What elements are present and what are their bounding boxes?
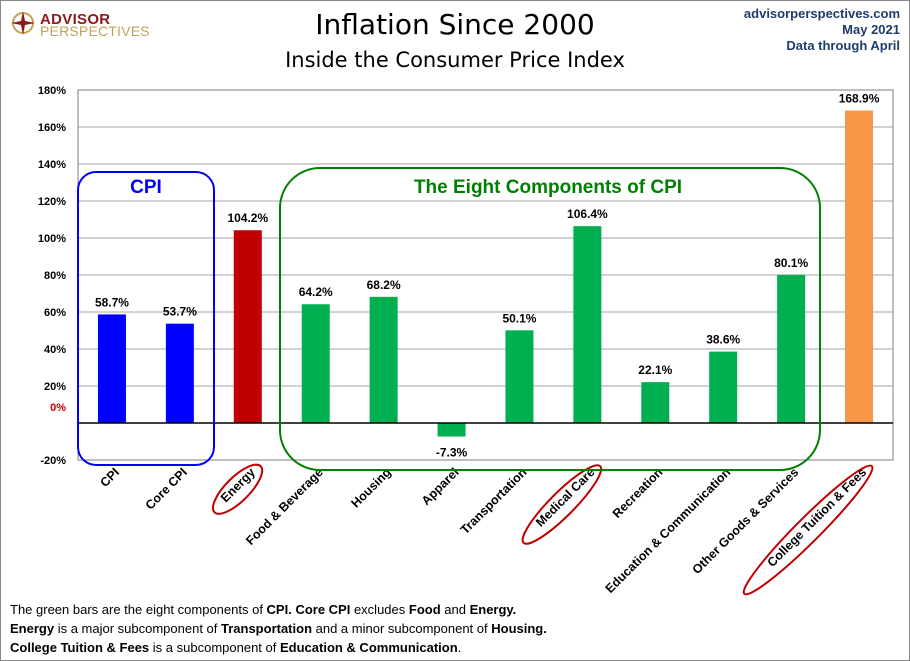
bar-college-tuition-fees bbox=[845, 110, 874, 423]
footnote-segment: . bbox=[457, 640, 462, 655]
y-tick-label: 20% bbox=[44, 381, 66, 393]
x-tick-label: Transportation bbox=[458, 465, 530, 537]
cpi-group-box bbox=[77, 171, 215, 466]
x-tick-label: Apparel bbox=[419, 465, 462, 508]
footnote-segment: Energy. bbox=[469, 602, 517, 617]
y-tick-label: 120% bbox=[38, 196, 66, 208]
bar-transportation bbox=[505, 330, 534, 423]
y-tick-label: 180% bbox=[38, 85, 66, 97]
bar-recreation bbox=[641, 382, 670, 423]
footnote-segment: Energy bbox=[10, 621, 55, 636]
bar-housing bbox=[369, 296, 398, 423]
publish-date: May 2021 bbox=[842, 22, 900, 37]
footnote-segment: is a subcomponent of bbox=[149, 640, 280, 655]
data-label: 80.1% bbox=[774, 256, 808, 270]
footnote: The green bars are the eight components … bbox=[10, 600, 547, 657]
data-label: 168.9% bbox=[839, 92, 880, 106]
data-label: 104.2% bbox=[227, 211, 268, 225]
footnote-line-2: Energy is a major subcomponent of Transp… bbox=[10, 619, 547, 638]
x-tick-label: Food & Beverage bbox=[243, 465, 326, 548]
bar-food-beverage bbox=[301, 304, 330, 423]
compass-icon bbox=[11, 11, 35, 35]
bar-other-goods-services bbox=[777, 274, 806, 423]
bar-medical-care bbox=[573, 226, 602, 423]
logo-text-advisor: ADVISOR bbox=[40, 11, 111, 28]
data-label: 64.2% bbox=[299, 285, 333, 299]
cpi-group-label: CPI bbox=[130, 177, 162, 198]
chart-subtitle: Inside the Consumer Price Index bbox=[285, 48, 625, 72]
data-label: 68.2% bbox=[367, 278, 401, 292]
footnote-segment: is a major subcomponent of bbox=[54, 621, 221, 636]
x-tick-label: Recreation bbox=[610, 465, 666, 521]
footnote-segment: excludes bbox=[350, 602, 409, 617]
footnote-segment: Transportation bbox=[221, 621, 313, 636]
footnote-segment: and bbox=[440, 602, 470, 617]
data-label: 38.6% bbox=[706, 333, 740, 347]
footnote-line-1: The green bars are the eight components … bbox=[10, 600, 547, 619]
y-tick-label: 80% bbox=[44, 270, 66, 282]
y-tick-label: -20% bbox=[40, 455, 66, 467]
data-label: 22.1% bbox=[638, 363, 672, 377]
y-tick-label: 40% bbox=[44, 344, 66, 356]
bar-cpi bbox=[97, 314, 126, 423]
bar-core-cpi bbox=[165, 323, 194, 423]
y-tick-label: 60% bbox=[44, 307, 66, 319]
data-label: 106.4% bbox=[567, 207, 608, 221]
x-tick-label: Core CPI bbox=[143, 465, 190, 512]
footnote-segment: CPI. Core CPI bbox=[266, 602, 351, 617]
bar-energy bbox=[233, 230, 262, 423]
x-tick-label: CPI bbox=[97, 465, 122, 490]
y-tick-label: 160% bbox=[38, 122, 66, 134]
footnote-line-3: College Tuition & Fees is a subcomponent… bbox=[10, 638, 547, 657]
chart-title: Inflation Since 2000 bbox=[315, 8, 595, 41]
logo-text-perspectives: PERSPECTIVES bbox=[40, 23, 150, 39]
footnote-segment: Education & Communication bbox=[279, 640, 458, 655]
data-label: 53.7% bbox=[163, 305, 197, 319]
data-label: 58.7% bbox=[95, 295, 129, 309]
bar-apparel bbox=[437, 423, 466, 437]
data-through: Data through April bbox=[786, 38, 900, 53]
y-tick-label: 100% bbox=[38, 233, 66, 245]
components-group-label: The Eight Components of CPI bbox=[414, 177, 682, 198]
data-label: -7.3% bbox=[436, 446, 468, 460]
bar-education-communication bbox=[709, 351, 738, 423]
x-tick-label: Medical Care bbox=[533, 465, 597, 529]
highlight-circle bbox=[742, 464, 874, 596]
y-tick-label: 140% bbox=[38, 159, 66, 171]
x-tick-label: Housing bbox=[348, 465, 393, 510]
highlight-circle bbox=[521, 464, 603, 545]
site-name: advisorperspectives.com bbox=[743, 6, 900, 21]
source-info: advisorperspectives.com May 2021 Data th… bbox=[744, 6, 900, 54]
footnote-segment: Food bbox=[408, 602, 441, 617]
footnote-segment: and a minor subcomponent of bbox=[312, 621, 492, 636]
data-label: 50.1% bbox=[502, 311, 536, 325]
x-tick-label: Education & Communication bbox=[603, 465, 734, 596]
components-group-box bbox=[279, 167, 821, 471]
footnote-segment: The green bars are the eight components … bbox=[10, 602, 267, 617]
footnote-segment: College Tuition & Fees bbox=[10, 640, 150, 655]
highlight-circle bbox=[212, 463, 264, 515]
y-tick-label: 0% bbox=[50, 402, 66, 414]
footnote-segment: Housing. bbox=[491, 621, 547, 636]
advisor-perspectives-logo: ADVISOR PERSPECTIVES bbox=[10, 10, 150, 39]
